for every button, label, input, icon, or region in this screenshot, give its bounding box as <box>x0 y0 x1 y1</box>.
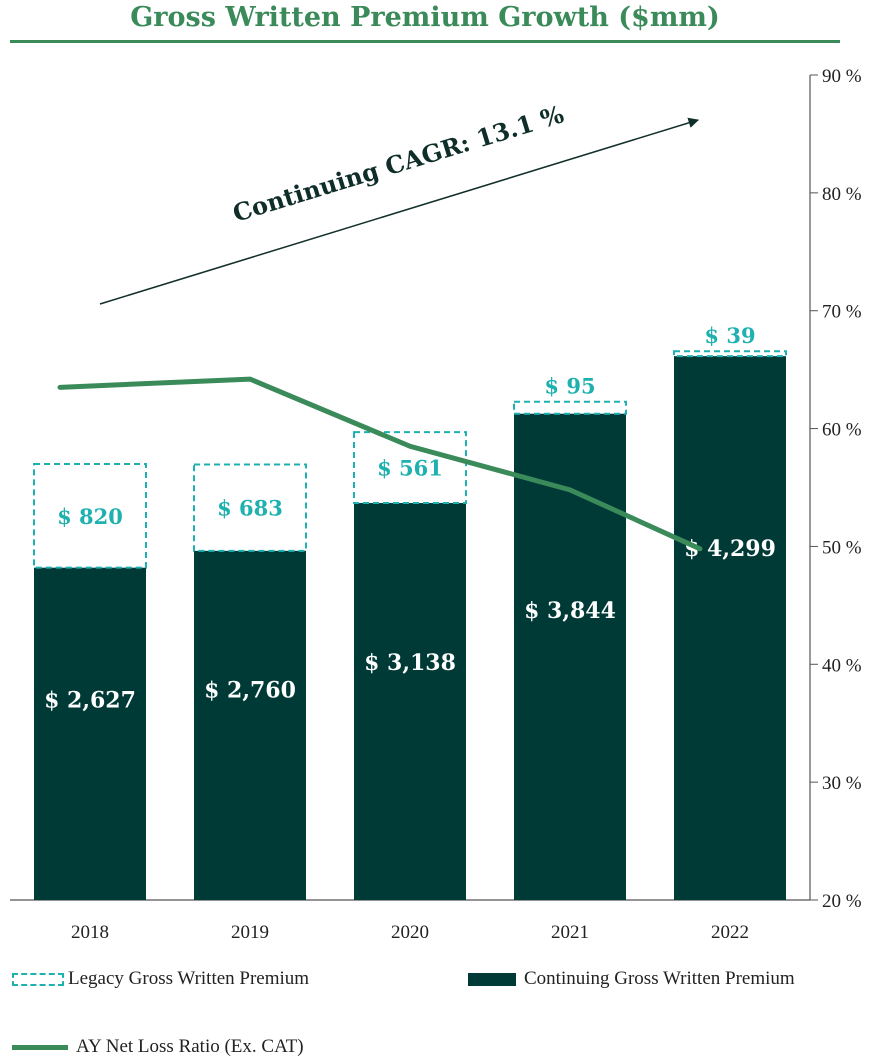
cagr-arrow <box>99 117 700 305</box>
label-legacy: $ 561 <box>377 456 443 481</box>
y2-tick-label: 20 % <box>822 891 862 912</box>
bar-legacy <box>513 400 627 415</box>
legend-swatch-continuing <box>468 972 516 986</box>
label-continuing: $ 2,627 <box>44 687 136 713</box>
legend-item-legacy: Legacy Gross Written Premium <box>12 968 309 990</box>
label-legacy: $ 95 <box>544 374 595 399</box>
y2-tick-label: 60 % <box>822 420 862 441</box>
legend-label-legacy: Legacy Gross Written Premium <box>68 968 310 989</box>
label-continuing: $ 3,844 <box>524 598 616 624</box>
bar-continuing <box>514 413 626 900</box>
label-continuing: $ 2,760 <box>204 677 296 703</box>
bar-legacy <box>673 350 787 358</box>
legend-swatch-legacy <box>12 972 64 986</box>
x-tick-label: 2020 <box>391 922 429 943</box>
bar-continuing <box>34 567 146 900</box>
x-tick-label: 2018 <box>71 922 109 943</box>
label-continuing: $ 3,138 <box>364 650 456 676</box>
legend-item-line: AY Net Loss Ratio (Ex. CAT) <box>12 1036 304 1058</box>
title-rule <box>10 40 840 43</box>
legend-item-continuing: Continuing Gross Written Premium <box>468 968 795 990</box>
y2-tick-label: 50 % <box>822 537 862 558</box>
y2-tick-label: 90 % <box>822 66 862 87</box>
x-tick-label: 2021 <box>551 922 589 943</box>
label-legacy: $ 683 <box>217 496 283 521</box>
legend-label-continuing: Continuing Gross Written Premium <box>524 968 795 989</box>
x-tick-label: 2022 <box>711 922 749 943</box>
label-legacy: $ 820 <box>57 504 123 529</box>
x-tick-label: 2019 <box>231 922 269 943</box>
y2-tick-label: 70 % <box>822 302 862 323</box>
y2-tick-label: 30 % <box>822 773 862 794</box>
legend-label-line: AY Net Loss Ratio (Ex. CAT) <box>76 1036 304 1057</box>
bar-continuing <box>354 503 466 900</box>
legend-swatch-line <box>12 1044 68 1050</box>
bar-legacy <box>193 463 307 552</box>
y2-tick-label: 40 % <box>822 655 862 676</box>
bar-legacy <box>353 431 467 505</box>
y2-tick-label: 80 % <box>822 184 862 205</box>
chart-title: Gross Written Premium Growth ($mm) <box>130 2 720 33</box>
bar-continuing <box>194 550 306 900</box>
chart: 20 % 30 % 40 % 50 % 60 % 70 % 80 % 90 % $ 2,627 $… <box>10 66 862 943</box>
label-legacy: $ 39 <box>704 323 755 348</box>
bar-legacy <box>33 462 147 569</box>
cagr-annotation: Continuing CAGR: 13.1 % <box>229 99 567 227</box>
bar-continuing <box>674 356 786 900</box>
